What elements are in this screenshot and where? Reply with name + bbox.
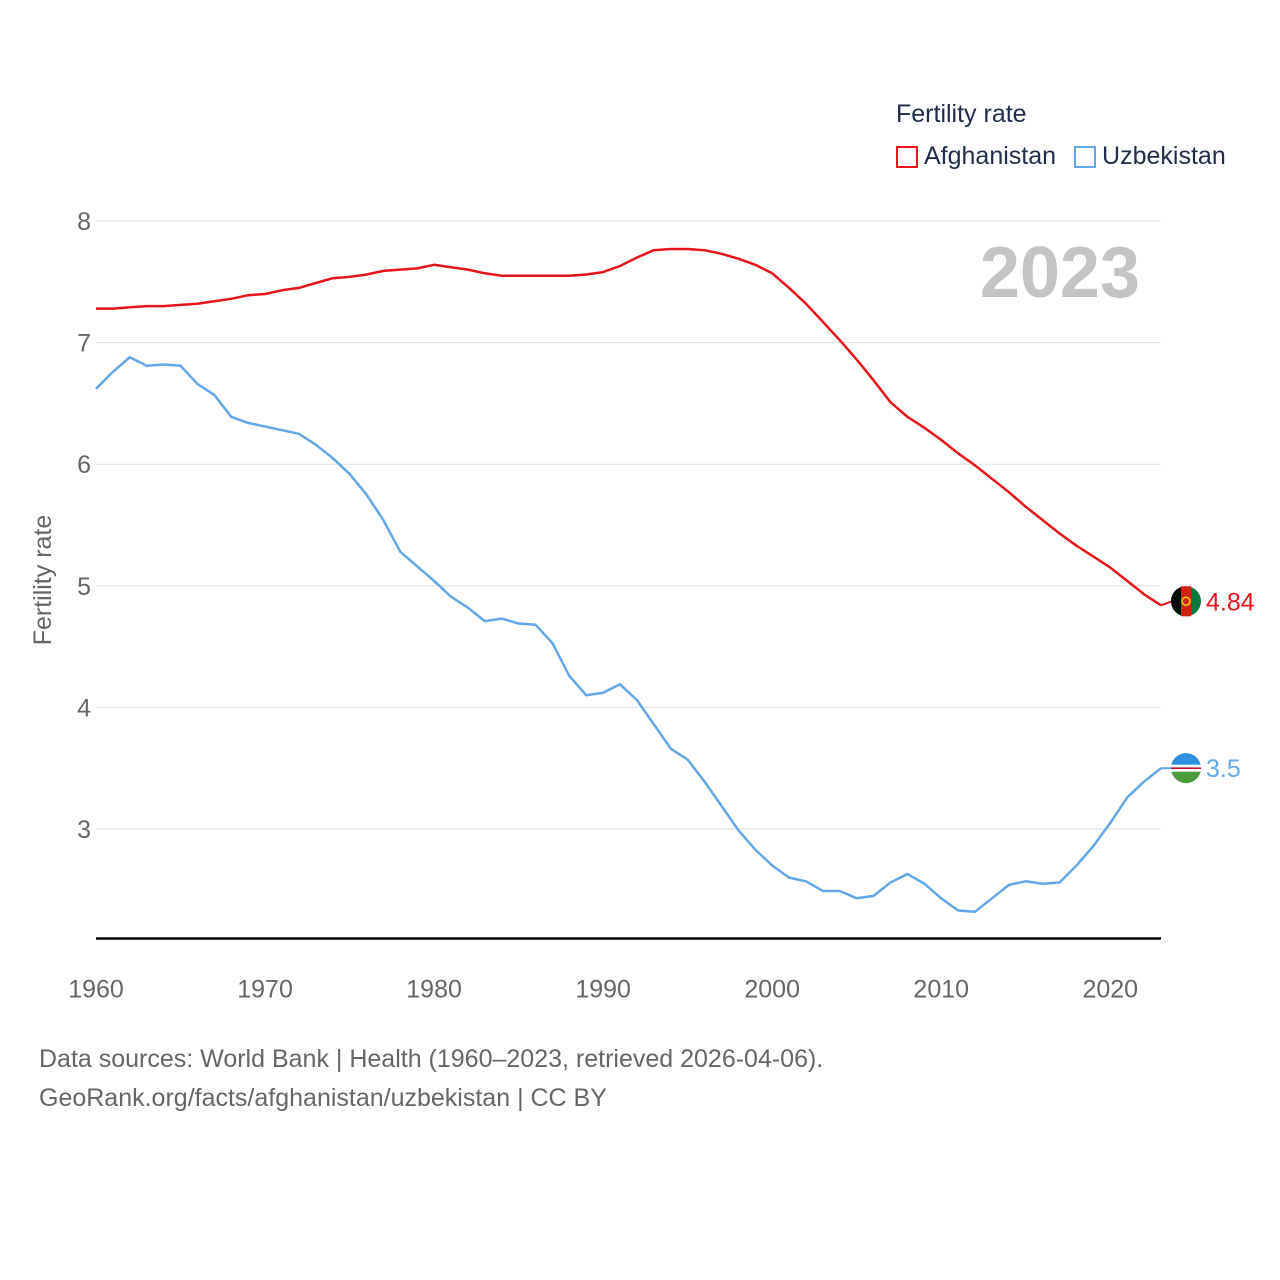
x-tick-label-2000: 2000 (744, 975, 800, 1003)
y-tick-label-6: 6 (77, 451, 91, 479)
legend: Afghanistan Uzbekistan (896, 142, 1244, 171)
legend-swatch-uzbekistan (1074, 145, 1097, 168)
legend-swatch-afghanistan (896, 145, 918, 168)
x-tick-label-2010: 2010 (913, 975, 969, 1003)
y-axis-label: Fertility rate (29, 515, 57, 646)
y-tick-label-4: 4 (77, 694, 91, 722)
flag-afghanistan-red (1181, 586, 1191, 617)
flag-afghanistan (1171, 586, 1201, 617)
series-line-afghanistan (96, 247, 1162, 607)
x-tick-label-2020: 2020 (1082, 975, 1138, 1003)
leader-line-afghanistan (1160, 600, 1173, 607)
flag-uzbekistan (1171, 753, 1201, 784)
legend-title: Fertility rate (896, 100, 1027, 128)
y-tick-label-5: 5 (77, 573, 91, 601)
x-tick-labels: 1960 1970 1980 1990 2000 2010 2020 (68, 975, 1138, 1003)
series-lines (95, 247, 1162, 913)
y-tick-labels: 3 4 5 6 7 8 (77, 208, 91, 844)
flag-uzbekistan-blue (1171, 753, 1201, 769)
y-tick-label-3: 3 (77, 816, 91, 844)
source-line-2: GeoRank.org/facts/afghanistan/uzbekistan… (39, 1084, 607, 1112)
legend-item-afghanistan[interactable]: Afghanistan (896, 142, 1056, 171)
grid-lines (96, 220, 1161, 830)
end-value-label-afghanistan: 4.84 (1206, 588, 1255, 616)
series-line-uzbekistan (95, 355, 1162, 913)
flag-afghanistan-black (1171, 587, 1181, 616)
legend-item-uzbekistan[interactable]: Uzbekistan (1074, 142, 1226, 171)
x-tick-label-1960: 1960 (68, 975, 124, 1003)
flag-afghanistan-emblem (1181, 596, 1191, 607)
y-tick-label-8: 8 (77, 208, 91, 236)
legend-label-uzbekistan: Uzbekistan (1102, 142, 1226, 170)
end-value-label-uzbekistan: 3.5 (1206, 755, 1241, 783)
flag-uzbekistan-red (1171, 767, 1201, 769)
x-tick-label-1990: 1990 (575, 975, 631, 1003)
x-tick-label-1980: 1980 (406, 975, 462, 1003)
y-tick-label-7: 7 (77, 330, 91, 358)
source-line-1: Data sources: World Bank | Health (1960–… (39, 1045, 824, 1073)
end-markers: 4.84 3.5 (1160, 586, 1255, 784)
year-label: 2023 (979, 233, 1140, 313)
x-tick-label-1970: 1970 (237, 975, 293, 1003)
legend-label-afghanistan: Afghanistan (924, 142, 1057, 170)
